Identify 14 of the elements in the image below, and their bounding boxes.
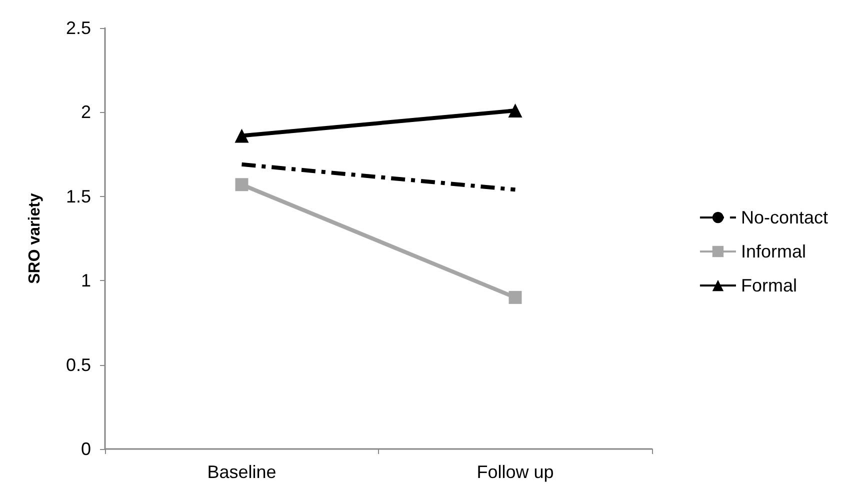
point — [508, 290, 522, 304]
point — [235, 178, 248, 192]
legend-label: Formal — [740, 276, 797, 296]
legend-label: Informal — [740, 242, 806, 262]
y-tick-label: 0.5 — [66, 354, 91, 375]
legend-label: No-contact — [740, 208, 828, 228]
y-tick-label: 1.5 — [66, 186, 91, 206]
y-tick-label: 2 — [80, 102, 91, 122]
y-tick-label: 2.5 — [66, 18, 91, 38]
y-axis-title: SRO variety — [26, 193, 44, 284]
y-tick-label: 1 — [80, 270, 91, 291]
x-tick-label: Follow up — [476, 462, 554, 482]
x-tick-label: Baseline — [207, 462, 276, 482]
y-tick-label: 0 — [80, 439, 91, 459]
